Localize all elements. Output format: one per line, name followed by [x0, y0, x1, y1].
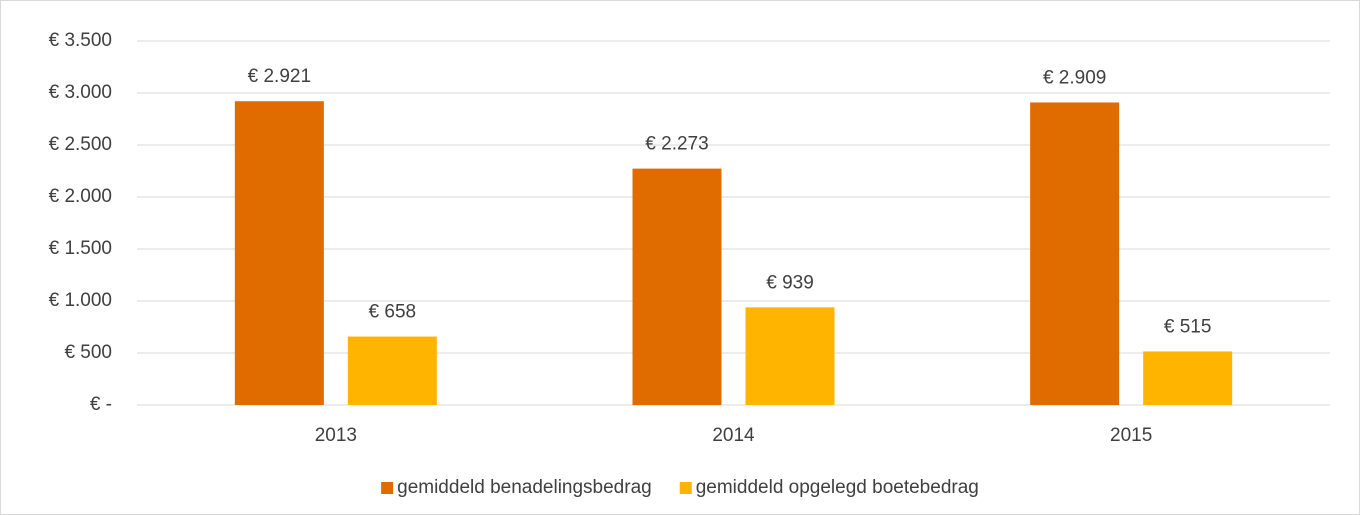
data-label: € 2.909 [1043, 67, 1106, 88]
x-tick-label: 2015 [1110, 425, 1152, 446]
data-label: € 2.921 [248, 66, 311, 87]
data-label: € 515 [1164, 316, 1212, 337]
y-tick-label: € - [90, 394, 112, 415]
y-tick-label: € 3.500 [49, 30, 112, 51]
legend-label: gemiddeld benadelingsbedrag [397, 477, 652, 498]
bar [1030, 102, 1120, 406]
bar [632, 168, 722, 405]
data-label: € 939 [766, 272, 814, 293]
bar [745, 307, 835, 405]
legend-swatch [381, 482, 394, 494]
bar [1143, 351, 1233, 405]
y-tick-label: € 1.500 [49, 238, 112, 259]
y-tick-label: € 1.000 [49, 290, 112, 311]
y-tick-label: € 2.500 [49, 134, 112, 155]
x-tick-label: 2013 [315, 425, 357, 446]
y-tick-label: € 500 [64, 342, 112, 363]
data-label: € 658 [369, 302, 417, 323]
x-tick-label: 2014 [712, 425, 755, 446]
legend-label: gemiddeld opgelegd boetebedrag [696, 477, 979, 498]
y-tick-label: € 2.000 [49, 186, 112, 207]
legend-swatch [679, 482, 692, 494]
data-label: € 2.273 [645, 134, 708, 155]
bar [234, 101, 324, 405]
y-tick-label: € 3.000 [49, 82, 112, 103]
bar [347, 336, 437, 405]
